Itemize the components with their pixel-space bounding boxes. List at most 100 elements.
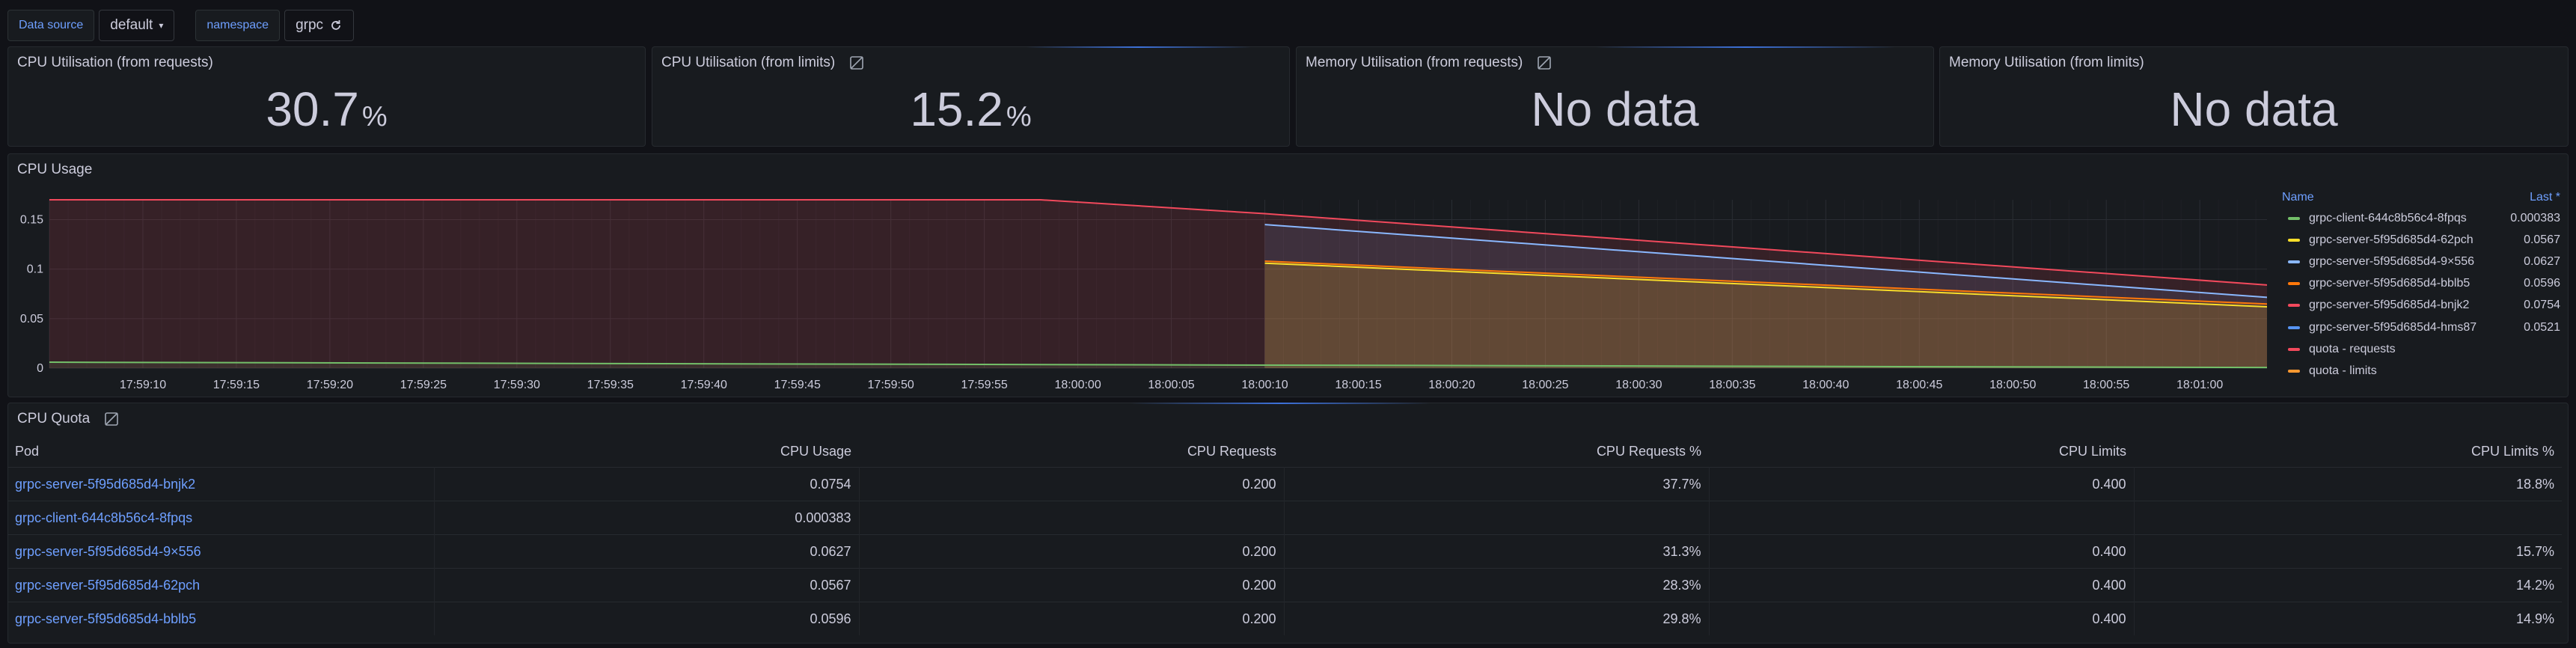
cell-cpu-usage: 0.000383	[434, 501, 860, 535]
legend-item[interactable]: grpc-client-644c8b56c4-8fpqs 0.000383	[2282, 207, 2560, 229]
series-area	[1264, 261, 2267, 368]
legend-header: Name Last *	[2282, 191, 2560, 207]
datasource-select[interactable]: default ▾	[99, 10, 175, 41]
x-tick-label: 18:00:55	[2083, 379, 2129, 391]
legend-item[interactable]: grpc-server-5f95d685d4-hms87 0.0521	[2282, 317, 2560, 338]
cpu-usage-chart[interactable]: 0 0.05 0.1 0.15 17:59:10 17:59:15 17:59:20 17:…	[7, 153, 2267, 400]
series-area	[1264, 263, 2267, 368]
pod-link[interactable]: grpc-server-5f95d685d4-bnjk2	[7, 467, 435, 501]
pod-link[interactable]: grpc-server-5f95d685d4-bblb5	[7, 602, 435, 635]
cell-cpu-usage: 0.0754	[434, 467, 860, 501]
panel-title: Memory Utilisation (from requests)	[1306, 55, 1523, 70]
x-tick-label: 18:00:05	[1148, 379, 1194, 391]
legend-swatch	[2288, 282, 2300, 286]
cell-cpu-limits: 0.400	[1709, 602, 2135, 635]
x-tick-label: 18:00:15	[1335, 379, 1381, 391]
cell-cpu-requests: 0.200	[859, 602, 1285, 635]
cell-cpu-requests: 0.200	[859, 467, 1285, 501]
cell-cpu-usage: 0.0627	[434, 534, 860, 569]
series-line	[49, 199, 2267, 286]
legend-item[interactable]: grpc-server-5f95d685d4-9×556 0.0627	[2282, 251, 2560, 272]
datasource-value: default	[110, 17, 153, 33]
stat-unit: %	[361, 101, 388, 132]
no-data-link-icon[interactable]	[1536, 55, 1552, 71]
series-area	[1264, 224, 2267, 368]
cell-cpu-requests-pct: 31.3%	[1284, 534, 1710, 569]
legend-item[interactable]: grpc-server-5f95d685d4-62pch 0.0567	[2282, 229, 2560, 251]
cell-cpu-limits-pct: 14.9%	[2134, 602, 2562, 635]
stat-value: No data	[1531, 82, 1699, 136]
pod-link[interactable]: grpc-server-5f95d685d4-9×556	[7, 534, 435, 569]
x-tick-label: 18:00:35	[1709, 379, 1755, 391]
no-data-link-icon[interactable]	[848, 55, 865, 71]
legend-swatch	[2288, 325, 2300, 329]
variables-bar: Data source default ▾ namespace grpc	[7, 9, 355, 42]
legend-last-value: 0.000383	[2510, 211, 2560, 224]
stat-panel-mem-limits[interactable]: Memory Utilisation (from limits) No data	[1939, 46, 2569, 147]
pod-link[interactable]: grpc-server-5f95d685d4-62pch	[7, 568, 435, 602]
cell-cpu-requests-pct	[1284, 501, 1710, 535]
x-tick-label: 18:00:50	[1989, 379, 2036, 391]
legend-header-name[interactable]: Name	[2282, 191, 2314, 204]
legend-swatch	[2288, 260, 2300, 263]
legend-item[interactable]: grpc-server-5f95d685d4-bblb5 0.0596	[2282, 273, 2560, 295]
column-header-cpu-usage[interactable]: CPU Usage	[780, 443, 851, 459]
table-row: grpc-client-644c8b56c4-8fpqs 0.000383	[7, 501, 2562, 535]
legend-item[interactable]: quota - limits	[2282, 360, 2560, 382]
x-tick-label: 17:59:50	[868, 379, 914, 391]
cell-cpu-limits: 0.400	[1709, 467, 2135, 501]
stat-value: 30.7%	[266, 82, 388, 136]
y-tick-label: 0	[37, 362, 43, 375]
column-header-cpu-limits[interactable]: CPU Limits	[2058, 443, 2126, 459]
namespace-select[interactable]: grpc	[284, 10, 355, 41]
legend-item[interactable]: quota - requests	[2282, 338, 2560, 360]
x-tick-label: 17:59:15	[213, 379, 260, 391]
legend-series-name: grpc-server-5f95d685d4-62pch	[2309, 233, 2473, 246]
y-tick-label: 0.1	[27, 263, 43, 276]
cell-cpu-limits-pct	[2134, 501, 2562, 535]
x-tick-label: 18:00:20	[1428, 379, 1475, 391]
panel-title: CPU Utilisation (from requests)	[17, 55, 213, 70]
x-tick-label: 17:59:45	[774, 379, 821, 391]
no-data-link-icon[interactable]	[103, 411, 120, 427]
stat-unit: %	[1006, 101, 1032, 132]
y-tick-label: 0.05	[20, 313, 43, 325]
legend-series-name: grpc-server-5f95d685d4-hms87	[2309, 320, 2477, 334]
stat-panel-mem-requests[interactable]: Memory Utilisation (from requests) No da…	[1296, 46, 1934, 147]
pod-link[interactable]: grpc-client-644c8b56c4-8fpqs	[7, 501, 435, 535]
y-tick-label: 0.15	[20, 213, 43, 226]
legend-swatch	[2288, 304, 2300, 308]
legend-last-value: 0.0627	[2524, 254, 2560, 268]
legend-series-name: grpc-server-5f95d685d4-bnjk2	[2309, 299, 2470, 312]
cell-cpu-limits-pct: 14.2%	[2134, 568, 2562, 602]
chevron-down-icon: ▾	[159, 20, 164, 31]
legend-header-last[interactable]: Last *	[2530, 191, 2560, 204]
x-tick-label: 17:59:20	[307, 379, 353, 391]
cell-cpu-usage: 0.0567	[434, 568, 860, 602]
stat-value: 15.2%	[910, 82, 1032, 136]
stat-panel-cpu-limits[interactable]: CPU Utilisation (from limits) 15.2%	[652, 46, 1290, 147]
table-row: grpc-server-5f95d685d4-9×556 0.0627 0.20…	[7, 534, 2562, 569]
panel-title: CPU Usage	[17, 162, 93, 177]
column-header-cpu-requests[interactable]: CPU Requests	[1187, 443, 1276, 459]
cpu-quota-table: Pod CPU Usage CPU Requests CPU Requests …	[7, 435, 2562, 635]
column-header-pod[interactable]: Pod	[15, 443, 40, 459]
legend-series-name: quota - limits	[2309, 364, 2377, 377]
cell-cpu-requests: 0.200	[859, 534, 1285, 569]
table-row: grpc-server-5f95d685d4-bblb5 0.0596 0.20…	[7, 602, 2562, 635]
column-header-cpu-limits-pct[interactable]: CPU Limits %	[2471, 443, 2554, 459]
stat-value: No data	[2170, 82, 2338, 136]
cell-cpu-requests-pct: 29.8%	[1284, 602, 1710, 635]
x-tick-label: 17:59:25	[400, 379, 447, 391]
legend-swatch	[2288, 238, 2300, 242]
stat-panel-cpu-requests[interactable]: CPU Utilisation (from requests) 30.7%	[7, 46, 646, 147]
cell-cpu-limits-pct: 15.7%	[2134, 534, 2562, 569]
namespace-value: grpc	[296, 17, 324, 33]
cpu-usage-legend: Name Last * grpc-client-644c8b56c4-8fpqs…	[2282, 191, 2560, 382]
column-header-cpu-requests-pct[interactable]: CPU Requests %	[1596, 443, 1701, 459]
legend-series-name: grpc-server-5f95d685d4-bblb5	[2309, 277, 2471, 290]
x-tick-label: 18:00:25	[1522, 379, 1568, 391]
legend-item[interactable]: grpc-server-5f95d685d4-bnjk2 0.0754	[2282, 295, 2560, 317]
cell-cpu-requests: 0.200	[859, 568, 1285, 602]
panel-title: CPU Quota	[17, 411, 91, 427]
